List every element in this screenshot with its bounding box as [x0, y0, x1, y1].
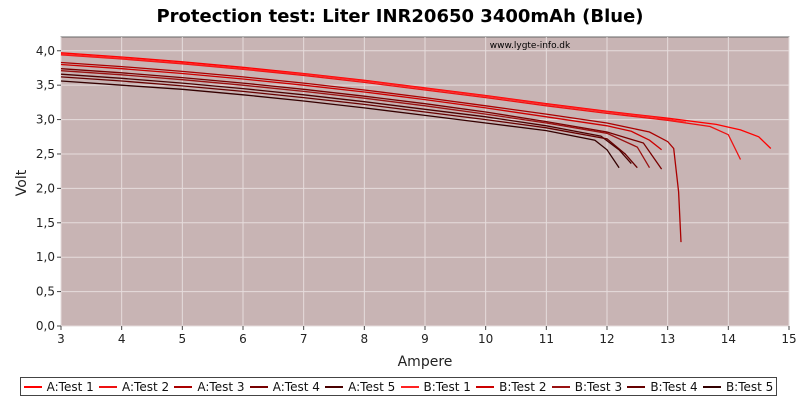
y-tick-label: 0,0 — [36, 319, 55, 333]
legend-label: B:Test 4 — [650, 379, 698, 394]
x-tick-label: 8 — [361, 332, 369, 346]
y-axis-label: Volt — [14, 169, 30, 196]
series-line-7 — [60, 63, 663, 151]
x-tick-label: 5 — [179, 332, 187, 346]
y-tick-label: 1,5 — [36, 216, 55, 230]
legend: A:Test 1 A:Test 2 A:Test 3 A:Test 4 A:Test 5… — [20, 377, 777, 396]
y-tick-label: 0,5 — [36, 285, 55, 299]
legend-swatch — [23, 385, 42, 388]
legend-swatch — [174, 385, 193, 388]
chart-title: Protection test: Liter INR20650 3400mAh … — [156, 6, 643, 27]
legend-label: B:Test 3 — [574, 379, 623, 394]
legend-swatch — [325, 385, 344, 388]
x-tick-label: 14 — [721, 332, 736, 346]
legend-label: B:Test 2 — [499, 379, 547, 394]
y-tick-label: 2,5 — [36, 147, 55, 161]
legend-swatch — [249, 385, 268, 388]
legend-item: B:Test 3 — [551, 379, 623, 394]
series-line-6 — [60, 53, 687, 123]
x-tick-label: 12 — [599, 332, 614, 346]
y-tick-label: 1,0 — [36, 250, 55, 264]
legend-item: B:Test 2 — [476, 380, 546, 394]
x-tick-label: 10 — [478, 332, 493, 346]
series-line-10 — [60, 80, 620, 169]
chart: Protection test: Liter INR20650 3400mAh … — [14, 6, 797, 370]
legend-label: A:Test 2 — [122, 379, 170, 394]
series-line-3 — [60, 61, 682, 243]
series-lines — [60, 52, 772, 243]
x-tick-label: 6 — [239, 332, 247, 346]
legend-swatch — [627, 385, 646, 388]
legend-item: B:Test 1 — [400, 379, 471, 394]
legend-swatch — [476, 385, 495, 388]
y-tick-label: 3,5 — [36, 78, 55, 92]
legend-label: B:Test 1 — [423, 379, 471, 394]
x-tick-label: 15 — [781, 332, 796, 346]
x-tick-label: 13 — [660, 332, 675, 346]
legend-swatch — [551, 385, 570, 388]
legend-label: A:Test 1 — [46, 379, 94, 394]
legend-item: A:Test 4 — [249, 379, 320, 394]
legend-swatch — [99, 385, 117, 388]
legend-swatch — [702, 385, 721, 388]
y-tick-label: 3,0 — [36, 113, 55, 127]
legend-label: B:Test 5 — [725, 379, 774, 394]
x-tick-label: 9 — [421, 332, 429, 346]
series-line-8 — [60, 70, 651, 169]
y-tick-label: 2,0 — [36, 181, 55, 195]
y-tick-label: 4,0 — [36, 44, 55, 58]
x-tick-label: 7 — [300, 332, 308, 346]
legend-item: B:Test 5 — [702, 379, 774, 394]
legend-item: A:Test 3 — [174, 379, 245, 394]
legend-item: A:Test 5 — [325, 380, 395, 394]
legend-swatch — [400, 385, 419, 388]
x-tick-label: 11 — [539, 332, 554, 346]
legend-item: B:Test 4 — [627, 379, 698, 394]
series-line-9 — [60, 76, 638, 169]
axes: 3 4 5 6 7 8 9 10 11 12 13 14 15 0,0 0,5 1,0 1,5 2,0 2,5 3,0… — [36, 44, 797, 346]
x-tick-label: 4 — [118, 332, 126, 346]
legend-item: A:Test 2 — [99, 380, 169, 394]
series-line-4 — [60, 68, 663, 170]
x-axis-label: Ampere — [398, 354, 453, 370]
legend-label: A:Test 5 — [348, 379, 396, 394]
legend-label: A:Test 3 — [197, 379, 245, 394]
series-line-2 — [60, 54, 742, 160]
x-tick-label: 3 — [57, 332, 65, 346]
series-line-1 — [60, 52, 772, 149]
legend-label: A:Test 4 — [272, 379, 320, 394]
legend-item: A:Test 1 — [23, 379, 94, 394]
watermark: www.lygte-info.dk — [490, 41, 571, 51]
